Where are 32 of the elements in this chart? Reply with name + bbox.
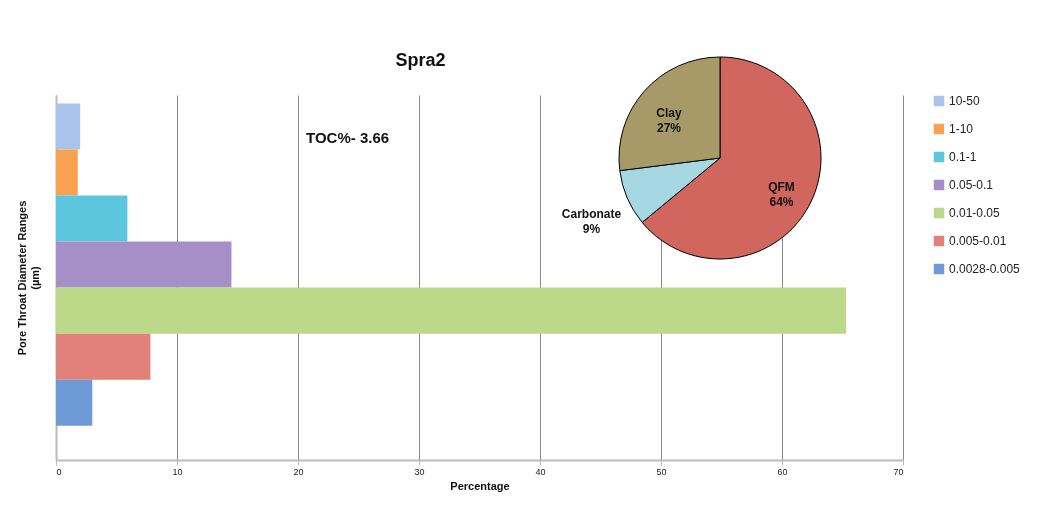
data-label: 64% [769,194,794,209]
x-tick-label: 50 [656,466,667,477]
slice-label: Carbonate [561,206,622,221]
x-tick-label: 20 [293,466,304,477]
bar [56,333,151,380]
data-label: 9% [582,221,601,236]
y-axis-title: Pore Throat Diameter Ranges (µm) [15,200,41,356]
legend-label: 1-10 [949,122,974,136]
slice-label: Clay [656,106,682,121]
bar [56,195,128,242]
x-tick-label: 0 [56,466,62,477]
legend-label: 10-50 [949,94,981,108]
bar [56,379,93,426]
x-tick-label: 10 [172,466,183,477]
x-tick-label: 70 [893,466,904,477]
x-axis-title: Percentage [450,479,510,492]
legend-label: 0.005-0.01 [949,234,1007,248]
bar [56,287,847,334]
bar [56,241,232,288]
x-tick-label: 40 [535,466,546,477]
x-tick-label: 30 [414,466,425,477]
x-tick-label: 60 [777,466,788,477]
annotation: TOC%- 3.66 [306,129,390,146]
legend-label: 0.0028-0.005 [949,262,1021,276]
bar [56,103,81,150]
data-label: 27% [656,121,682,136]
bar [56,149,78,196]
slice-label: QFM [768,179,795,194]
legend-label: 0.1-1 [949,150,977,164]
legend-label: 0.05-0.1 [949,178,994,192]
legend-label: 0.01-0.05 [949,206,1001,220]
chart-title: Spra2 [395,50,446,70]
